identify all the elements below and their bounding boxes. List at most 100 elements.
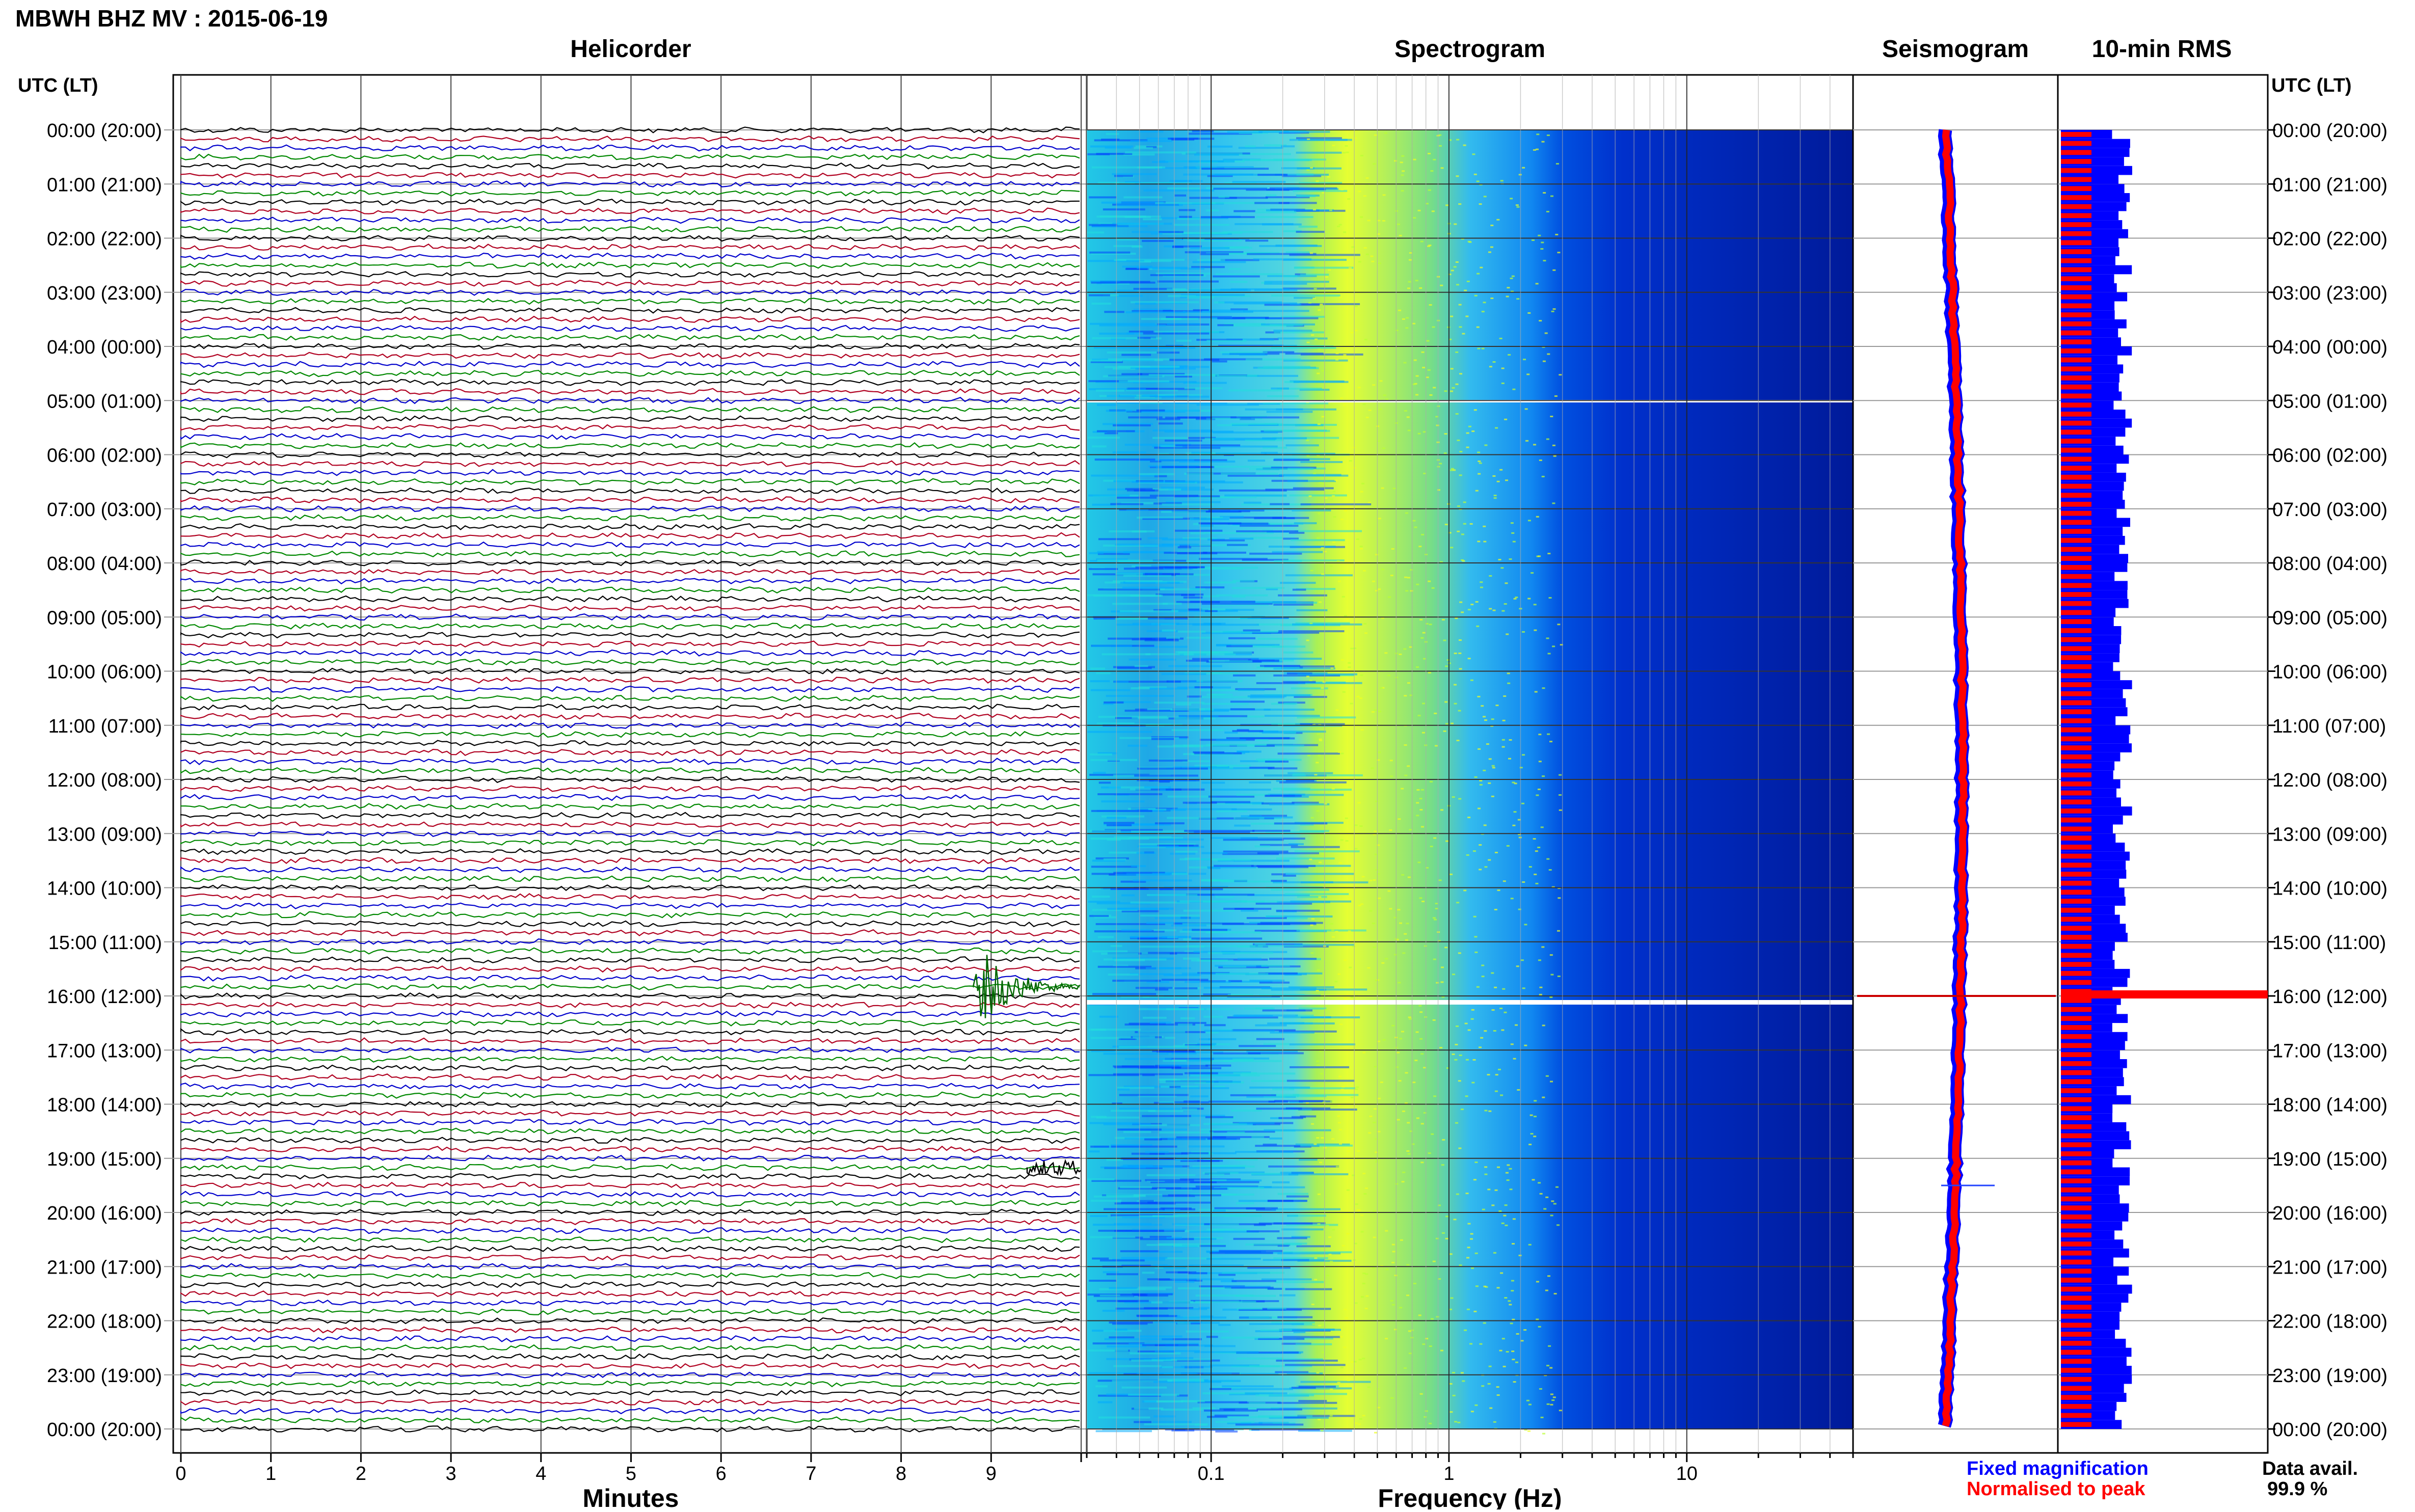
spectrogram-speckle bbox=[1466, 432, 1469, 434]
spectrogram-streak bbox=[1172, 873, 1188, 875]
spectrogram-speckle bbox=[1515, 204, 1519, 206]
spectrogram-speckle bbox=[1418, 546, 1422, 548]
spectrogram-speckle bbox=[1472, 1059, 1476, 1061]
helicorder-trace bbox=[180, 361, 1080, 368]
spectrogram-streak bbox=[1271, 1094, 1299, 1096]
spectrogram-streak bbox=[1176, 1136, 1226, 1139]
spectrogram-streak bbox=[1283, 1416, 1306, 1419]
spectrogram-streak bbox=[1119, 737, 1179, 739]
spectrogram-speckle bbox=[1551, 310, 1554, 312]
spectrogram-speckle bbox=[1317, 537, 1320, 539]
rms-bar-normalised bbox=[2061, 303, 2091, 309]
spectrogram-speckle bbox=[1352, 946, 1355, 948]
spectrogram-x-tick-label: 1 bbox=[1443, 1463, 1454, 1484]
spectrogram-streak bbox=[1295, 1143, 1350, 1146]
spectrogram-speckle bbox=[1328, 269, 1331, 271]
spectrogram-streak bbox=[1097, 793, 1163, 796]
helicorder-trace bbox=[180, 1164, 1080, 1171]
spectrogram-streak bbox=[1174, 224, 1230, 226]
spectrogram-speckle bbox=[1319, 1050, 1323, 1052]
spectrogram-streak bbox=[1256, 758, 1287, 761]
rms-bar-normalised bbox=[2061, 700, 2091, 706]
spectrogram-speckle bbox=[1489, 575, 1492, 577]
spectrogram-speckle bbox=[1309, 858, 1312, 860]
spectrogram-speckle bbox=[1360, 154, 1363, 156]
spectrogram-speckle bbox=[1535, 283, 1539, 285]
rms-bar-normalised bbox=[2061, 159, 2091, 164]
spectrogram-speckle bbox=[1408, 1330, 1411, 1332]
helicorder-trace bbox=[180, 1290, 1080, 1298]
spectrogram-streak bbox=[1212, 360, 1227, 363]
spectrogram-streak bbox=[1214, 1207, 1278, 1209]
helicorder-trace bbox=[180, 803, 1080, 811]
time-label-right: 11:00 (07:00) bbox=[2272, 716, 2386, 737]
spectrogram-speckle bbox=[1510, 1043, 1514, 1045]
spectrogram-streak bbox=[1217, 324, 1233, 327]
spectrogram-speckle bbox=[1373, 1210, 1376, 1212]
spectrogram-speckle bbox=[1467, 817, 1471, 819]
spectrogram-speckle bbox=[1541, 475, 1545, 477]
spectrogram-streak bbox=[1256, 739, 1269, 741]
helicorder-trace bbox=[180, 1425, 1080, 1433]
spectrogram-speckle bbox=[1415, 375, 1419, 377]
spectrogram-speckle bbox=[1355, 305, 1358, 307]
spectrogram-speckle bbox=[1454, 1421, 1458, 1423]
rms-bar-normalised bbox=[2061, 420, 2091, 426]
spectrogram-speckle bbox=[1450, 873, 1453, 875]
spectrogram-speckle bbox=[1509, 1304, 1512, 1306]
rms-bar-normalised bbox=[2061, 285, 2091, 290]
spectrogram-streak bbox=[1109, 1336, 1135, 1339]
spectrogram-streak bbox=[1089, 251, 1131, 254]
spectrogram-streak bbox=[1277, 1316, 1313, 1318]
rms-bar-normalised bbox=[2061, 935, 2091, 940]
spectrogram-speckle bbox=[1432, 917, 1436, 919]
spectrogram-speckle bbox=[1360, 1214, 1363, 1217]
spectrogram-speckle bbox=[1392, 488, 1396, 490]
helicorder-trace bbox=[180, 523, 1080, 531]
spectrogram-streak bbox=[1299, 303, 1360, 305]
spectrogram-speckle bbox=[1361, 482, 1364, 484]
spectrogram-streak bbox=[1153, 1321, 1202, 1324]
helicorder-trace bbox=[180, 812, 1080, 819]
spectrogram-speckle bbox=[1493, 1030, 1496, 1032]
spectrogram-streak bbox=[1109, 1287, 1137, 1289]
spectrogram-streak bbox=[1108, 974, 1139, 976]
spectrogram-speckle bbox=[1455, 261, 1459, 263]
spectrogram-streak bbox=[1259, 245, 1322, 247]
spectrogram-streak bbox=[1298, 225, 1318, 228]
spectrogram-streak bbox=[1172, 808, 1237, 811]
spectrogram-streak bbox=[1107, 395, 1137, 397]
spectrogram-speckle bbox=[1381, 487, 1384, 489]
helicorder-trace bbox=[180, 1145, 1080, 1153]
spectrogram-streak bbox=[1222, 1385, 1274, 1388]
spectrogram-speckle bbox=[1396, 939, 1399, 941]
spectrogram-streak bbox=[1198, 522, 1242, 525]
spectrogram-speckle bbox=[1541, 241, 1544, 244]
spectrogram-streak bbox=[1201, 632, 1271, 634]
spectrogram-streak bbox=[1109, 786, 1169, 789]
spectrogram-speckle bbox=[1460, 1372, 1464, 1374]
spectrogram-speckle bbox=[1322, 1351, 1325, 1353]
spectrogram-speckle bbox=[1517, 1089, 1520, 1091]
spectrogram-speckle bbox=[1391, 1261, 1394, 1263]
rms-bar-normalised bbox=[2061, 339, 2091, 344]
spectrogram-streak bbox=[1230, 1094, 1276, 1096]
spectrogram-speckle bbox=[1337, 1115, 1340, 1117]
rms-bar-normalised bbox=[2061, 691, 2091, 696]
spectrogram-speckle bbox=[1489, 1407, 1493, 1409]
spectrogram-streak bbox=[1232, 1015, 1273, 1017]
spectrogram-streak bbox=[1268, 793, 1305, 796]
spectrogram-streak bbox=[1295, 622, 1350, 625]
rms-bar-normalised bbox=[2061, 1205, 2091, 1210]
spectrogram-speckle bbox=[1552, 308, 1556, 310]
spectrogram-streak bbox=[1103, 858, 1126, 860]
helicorder-trace bbox=[180, 342, 1080, 350]
spectrogram-streak bbox=[1103, 423, 1153, 425]
spectrogram-streak bbox=[1159, 1131, 1214, 1133]
spectrogram-streak bbox=[1256, 865, 1284, 868]
spectrogram-speckle bbox=[1350, 647, 1354, 650]
spectrogram-streak bbox=[1137, 1372, 1197, 1374]
spectrogram-speckle bbox=[1346, 1189, 1350, 1191]
spectrogram-speckle bbox=[1354, 1302, 1358, 1304]
spectrogram-speckle bbox=[1381, 617, 1384, 619]
